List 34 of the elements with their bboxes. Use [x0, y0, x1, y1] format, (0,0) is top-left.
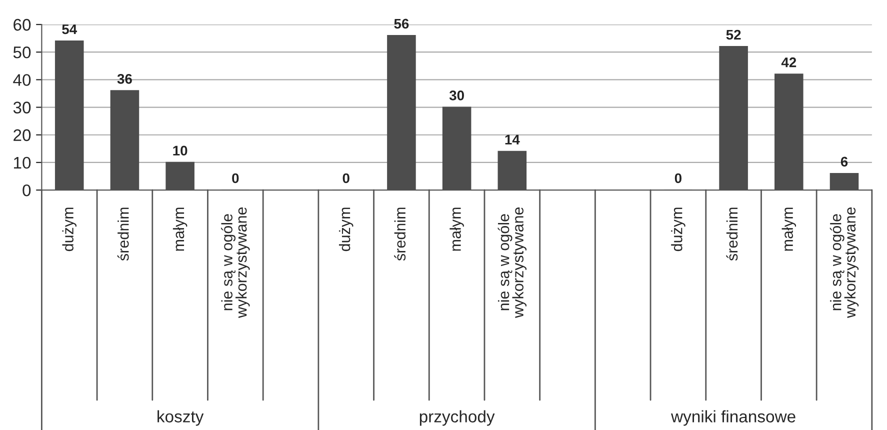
x-tick-label: średnim — [726, 208, 738, 261]
data-label: 52 — [726, 30, 741, 40]
x-tick-label: małym — [172, 208, 188, 251]
y-tick-label: 60 — [14, 18, 31, 31]
x-tick-label: średnim — [394, 208, 406, 261]
x-tick-label: nie są w ogóle wykorzystywane — [830, 207, 859, 318]
data-label: 54 — [62, 24, 78, 34]
data-label: 36 — [117, 74, 132, 84]
text: wyniki finansowe — [671, 410, 796, 426]
x-tick-label: małym — [450, 208, 464, 251]
data-label: 56 — [394, 18, 409, 29]
x-tick-label: nie są w ogóle wykorzystywane — [498, 207, 526, 318]
x-tick-label: małym — [782, 208, 796, 251]
y-tick-label: 20 — [14, 129, 31, 142]
data-label: 10 — [173, 146, 188, 156]
data-label: 0 — [674, 173, 682, 184]
data-label: 0 — [342, 173, 350, 184]
y-tick-label: 30 — [13, 102, 31, 114]
y-tick-label: 40 — [13, 74, 31, 86]
data-label: 42 — [781, 57, 796, 68]
data-label: 30 — [449, 90, 464, 100]
x-tick-label: nie są w ogóle wykorzystywane — [221, 207, 250, 318]
x-tick-label: dużym — [62, 208, 76, 252]
text: przychody — [420, 410, 495, 426]
data-label: 6 — [840, 156, 848, 167]
x-tick-label: średnim — [117, 208, 129, 261]
data-label: 0 — [232, 173, 239, 184]
y-tick-label: 10 — [14, 156, 31, 169]
y-tick-label: 0 — [22, 184, 31, 196]
text: koszty — [158, 410, 204, 426]
x-tick-label: dużym — [338, 208, 354, 252]
y-tick-label: 50 — [13, 46, 31, 58]
x-tick-label: dużym — [671, 208, 686, 252]
data-label: 14 — [505, 134, 520, 144]
